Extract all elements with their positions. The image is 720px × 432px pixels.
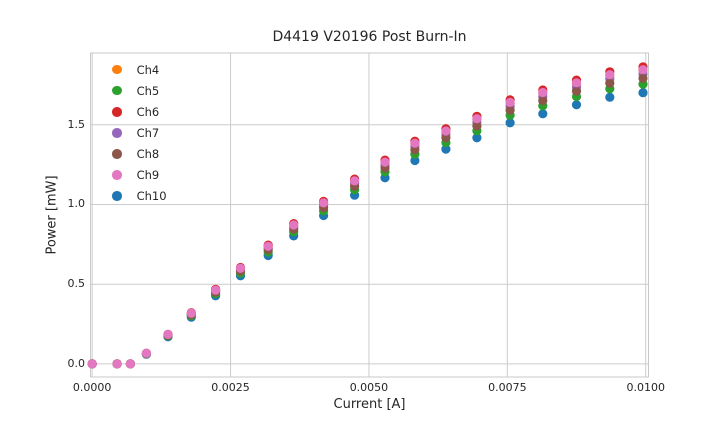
legend-item-ch9: Ch9 — [112, 164, 167, 185]
data-point — [441, 144, 451, 154]
legend-marker-icon — [112, 170, 122, 180]
series-ch7-points — [87, 69, 648, 369]
data-point — [350, 176, 360, 186]
chart-title: D4419 V20196 Post Burn-In — [272, 29, 467, 45]
legend-marker-icon — [112, 128, 122, 138]
legend-label: Ch8 — [136, 146, 160, 161]
data-point — [538, 95, 548, 106]
y-tick-label: 0.5 — [67, 277, 86, 291]
data-point — [472, 121, 482, 131]
y-tick-label: 0.0 — [67, 356, 86, 370]
legend-marker-icon — [112, 191, 122, 201]
legend-marker-icon — [112, 149, 122, 159]
legend-marker-icon — [112, 64, 122, 75]
data-point — [638, 88, 648, 98]
x-tick-label: 0.0025 — [211, 381, 250, 394]
data-point — [441, 126, 451, 136]
x-tick-label: 0.0075 — [488, 381, 527, 394]
data-point — [125, 359, 135, 369]
legend-label: Ch7 — [136, 125, 160, 140]
legend: Ch4 Ch5 Ch6 Ch7 Ch8 Ch9 Ch10 — [112, 59, 167, 207]
data-point — [605, 70, 615, 80]
data-point — [571, 86, 582, 96]
y-tick-label: 1.0 — [67, 197, 86, 211]
legend-item-ch4: Ch4 — [112, 59, 167, 80]
data-point — [505, 118, 515, 128]
data-point — [380, 157, 390, 167]
data-point — [87, 359, 97, 369]
data-point — [472, 133, 482, 143]
data-point — [163, 329, 173, 339]
data-point — [638, 65, 648, 75]
data-point — [538, 87, 548, 98]
data-point — [410, 138, 420, 148]
y-tick-label: 1.5 — [67, 117, 86, 131]
data-point — [571, 78, 582, 88]
x-tick-label: 0.0050 — [349, 381, 389, 394]
data-point — [538, 109, 548, 119]
legend-item-ch6: Ch6 — [112, 101, 167, 122]
data-point — [211, 285, 221, 295]
legend-item-ch10: Ch10 — [112, 186, 167, 207]
legend-label: Ch6 — [136, 104, 160, 119]
x-tick-label: 0.0100 — [626, 381, 665, 394]
series-ch6-points — [87, 62, 648, 369]
series-ch4-points — [87, 65, 648, 369]
data-point — [605, 92, 615, 102]
data-point — [319, 198, 329, 208]
x-tick-label: 0.0000 — [72, 381, 112, 394]
data-point — [472, 114, 482, 124]
series-ch9-points — [87, 65, 648, 369]
legend-marker-icon — [112, 85, 122, 96]
series-ch5-points — [87, 79, 648, 369]
series-ch8-points — [87, 73, 648, 369]
y-axis-label: Power [mW] — [44, 175, 60, 255]
legend-marker-icon — [112, 106, 122, 117]
data-point — [605, 78, 615, 88]
data-point — [505, 97, 515, 107]
legend-label: Ch5 — [136, 83, 160, 98]
data-point — [263, 241, 273, 251]
data-point — [112, 359, 122, 369]
data-point — [571, 100, 582, 110]
legend-label: Ch10 — [136, 189, 167, 204]
legend-item-ch7: Ch7 — [112, 122, 167, 143]
legend-item-ch5: Ch5 — [112, 80, 167, 101]
legend-item-ch8: Ch8 — [112, 143, 167, 164]
x-axis-label: Current [A] — [333, 397, 406, 412]
data-point — [410, 155, 420, 166]
series-ch10-points — [87, 88, 648, 369]
data-point — [441, 133, 451, 143]
data-point — [141, 348, 151, 358]
axes-spines — [90, 52, 649, 378]
data-point — [235, 263, 246, 273]
data-point — [289, 220, 299, 230]
legend-label: Ch9 — [136, 168, 160, 183]
data-point — [186, 308, 196, 318]
data-point — [505, 105, 515, 115]
legend-label: Ch4 — [136, 62, 160, 77]
data-point — [410, 145, 420, 155]
data-point — [638, 73, 648, 83]
